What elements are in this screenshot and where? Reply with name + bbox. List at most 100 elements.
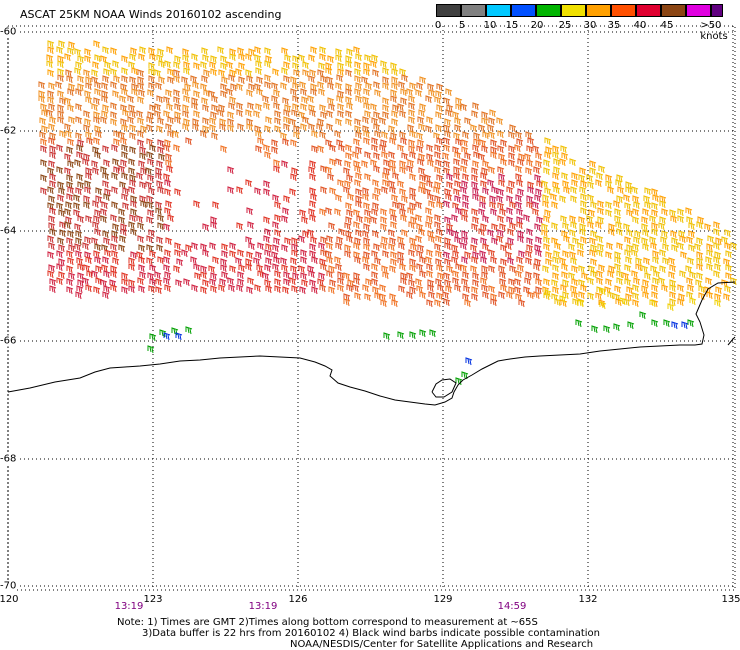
wind-barb (415, 201, 423, 210)
wind-barb (579, 167, 587, 176)
wind-barb (291, 237, 299, 246)
wind-barb (308, 270, 316, 279)
wind-barb (91, 69, 99, 78)
scale-color-segment (561, 4, 586, 17)
wind-barb (587, 221, 595, 230)
wind-barb (631, 186, 639, 195)
wind-barb (651, 228, 659, 237)
wind-barb (464, 152, 472, 161)
wind-barb (436, 137, 444, 146)
wind-barb (642, 243, 650, 252)
wind-barb (327, 97, 335, 106)
wind-barb (77, 215, 85, 224)
wind-barb (496, 235, 504, 244)
wind-barb (202, 279, 210, 288)
wind-barb (49, 132, 57, 141)
wind-barb (82, 242, 90, 251)
wind-barb (436, 292, 444, 301)
wind-barb (326, 123, 334, 132)
wind-barb (460, 165, 468, 174)
wind-barb (408, 116, 416, 125)
wind-barb (506, 186, 514, 195)
scale-color-segment (436, 4, 461, 17)
wind-barb (659, 200, 667, 209)
wind-barb (399, 166, 407, 175)
wind-barb (434, 214, 442, 223)
wind-barb (452, 270, 460, 279)
wind-barb (408, 279, 416, 288)
wind-barb (455, 207, 463, 216)
wind-barb (291, 285, 299, 294)
wind-barb (389, 293, 397, 302)
wind-barb (389, 159, 397, 168)
wind-barb (210, 272, 218, 281)
wind-barb (220, 258, 228, 267)
wind-barb (283, 116, 291, 125)
wind-barb (92, 167, 100, 176)
wind-barb (518, 153, 526, 162)
antarctic-coastline (7, 281, 736, 406)
wind-barb (696, 251, 704, 260)
wind-barb (482, 291, 490, 300)
wind-barb (643, 257, 651, 266)
wind-barb (586, 174, 594, 183)
wind-barb (319, 284, 327, 293)
wind-barb (460, 264, 468, 273)
wind-barb (227, 118, 235, 127)
wind-barb (508, 278, 516, 287)
wind-barb (110, 111, 118, 120)
wind-barb (370, 103, 378, 112)
wind-barb (293, 125, 301, 134)
wind-barb (100, 166, 108, 175)
wind-barb (353, 46, 361, 55)
wind-barb (603, 325, 611, 334)
wind-barb (56, 263, 64, 272)
wind-barb (102, 145, 110, 154)
wind-barb (129, 132, 137, 141)
wind-barb (85, 76, 93, 85)
wind-barb (516, 138, 524, 147)
wind-barb (536, 216, 544, 225)
wind-barb (491, 223, 499, 232)
wind-barb (397, 180, 405, 189)
longitude-label: 126 (288, 594, 308, 605)
wind-barb (345, 216, 353, 225)
wind-barb (147, 89, 155, 98)
wind-barb (273, 89, 281, 98)
wind-barb (47, 235, 55, 244)
wind-barb (406, 88, 414, 97)
wind-barb (121, 55, 129, 64)
wind-barb (444, 258, 452, 267)
wind-barb (671, 244, 679, 253)
wind-barb (182, 48, 190, 57)
latitude-label: -62 (0, 125, 18, 137)
wind-barb (391, 76, 399, 85)
wind-barb (724, 229, 732, 238)
wind-barb (299, 81, 307, 90)
wind-barb (400, 88, 408, 97)
wind-barb (130, 47, 138, 56)
wind-barb (487, 124, 495, 133)
wind-barb (256, 88, 264, 97)
wind-barb (424, 174, 432, 183)
wind-barb (346, 102, 354, 111)
wind-barb (147, 345, 155, 354)
wind-barb (345, 88, 353, 97)
latitude-label: -68 (0, 453, 18, 465)
wind-barb (632, 299, 640, 308)
wind-barb (184, 83, 192, 92)
wind-barb (497, 166, 505, 175)
wind-barb (408, 102, 416, 111)
wind-barb (389, 208, 397, 217)
wind-barb (138, 89, 146, 98)
wind-barb (326, 235, 334, 244)
wind-barb (482, 131, 490, 140)
wind-barb (264, 249, 272, 258)
wind-barb (471, 256, 479, 265)
wind-barb (580, 236, 588, 245)
wind-barb (264, 60, 272, 69)
wind-barb (281, 215, 289, 224)
wind-barb (561, 152, 569, 161)
wind-barb (74, 223, 82, 232)
latitude-label: -66 (0, 335, 18, 347)
